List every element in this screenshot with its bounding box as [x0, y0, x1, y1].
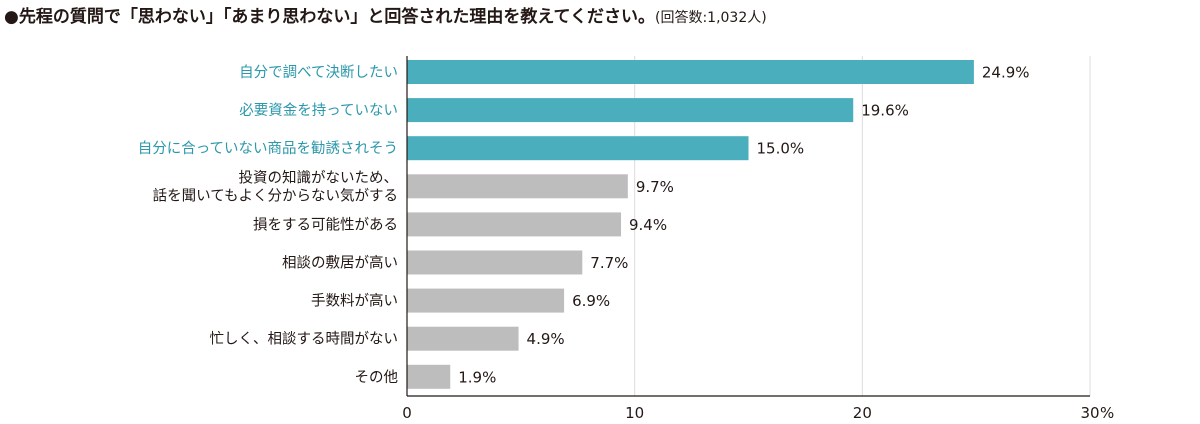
- category-label-9: その他: [355, 369, 399, 386]
- value-label-4: 9.7%: [636, 178, 674, 196]
- bar-1: [407, 60, 974, 84]
- x-tick-label-10: 10: [625, 404, 644, 422]
- value-label-1: 24.9%: [982, 64, 1030, 82]
- category-label-4-line-2: 話を聞いてもよく分からない気がする: [153, 187, 398, 204]
- bar-layer: [407, 60, 974, 389]
- category-label-3: 自分に合っていない商品を勧誘されそう: [138, 140, 398, 157]
- chart-title-note: (回答数:1,032人): [654, 10, 767, 26]
- value-label-7: 6.9%: [572, 292, 610, 310]
- value-label-9: 1.9%: [458, 368, 496, 386]
- value-label-3: 15.0%: [757, 140, 805, 158]
- label-layer: 24.9% 自分で調べて決断したい 19.6% 必要資金を持っていない 15.0% 自分に…: [138, 64, 1030, 387]
- bar-8: [407, 326, 519, 351]
- value-label-5: 9.4%: [629, 216, 667, 234]
- x-unit-label: %: [1100, 404, 1114, 422]
- value-label-2: 19.6%: [861, 102, 909, 120]
- value-label-6: 7.7%: [590, 254, 628, 272]
- x-tick-label-30: 30: [1080, 404, 1099, 422]
- bar-4: [407, 174, 628, 199]
- category-label-4-line-1: 投資の知識がないため、: [239, 169, 399, 186]
- category-label-1: 自分で調べて決断したい: [239, 64, 398, 81]
- category-label-7: 手数料が高い: [311, 293, 398, 310]
- x-tick-label-0: 0: [402, 404, 412, 422]
- value-label-8: 4.9%: [527, 330, 565, 348]
- bar-2: [407, 98, 854, 123]
- category-label-5: 損をする可能性がある: [253, 216, 398, 233]
- category-label-2: 必要資金を持っていない: [239, 102, 398, 119]
- bar-5: [407, 212, 622, 237]
- chart-title: ●先程の質問で「思わない」「あまり思わない」と回答された理由を教えてください。(…: [4, 5, 767, 29]
- chart-title-main: ●先程の質問で「思わない」「あまり思わない」と回答された理由を教えてください。: [4, 7, 655, 27]
- category-label-6: 相談の敷居が高い: [282, 255, 398, 272]
- bar-9: [407, 364, 451, 389]
- axis-layer: 0 10 20 30%: [402, 56, 1114, 422]
- x-tick-label-20: 20: [853, 404, 872, 422]
- bar-7: [407, 288, 565, 313]
- bar-3: [407, 136, 749, 161]
- category-label-8: 忙しく、相談する時間がない: [210, 331, 399, 348]
- bar-6: [407, 250, 583, 275]
